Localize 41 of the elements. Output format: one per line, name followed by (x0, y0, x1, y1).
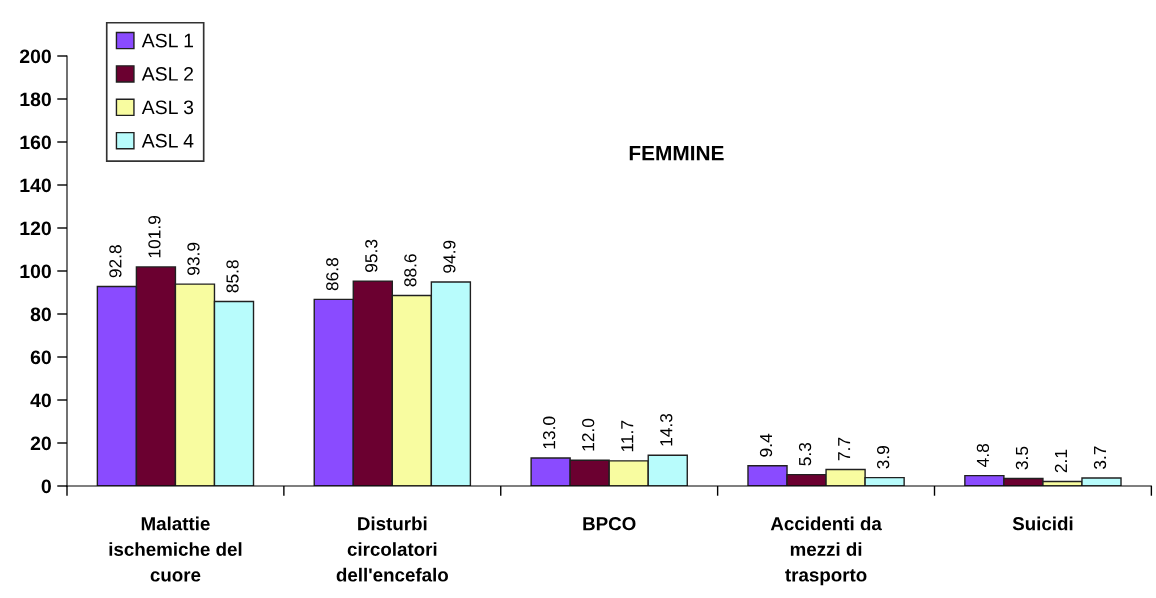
data-label: 3.7 (1093, 446, 1107, 470)
legend-label: ASL 4 (141, 133, 194, 148)
y-tick-label: 0 (41, 479, 51, 494)
data-label: 5.3 (798, 442, 812, 466)
legend-label: ASL 1 (141, 33, 194, 48)
x-tick-label: Disturbi circolatori dell'encefalo (336, 516, 448, 582)
data-label: 2.1 (1054, 449, 1067, 473)
y-tick-label: 180 (20, 92, 51, 107)
y-tick-label: 140 (20, 178, 51, 193)
data-label: 95.3 (365, 239, 378, 272)
data-label: 13.0 (543, 416, 556, 449)
y-tick-label: 60 (30, 350, 51, 365)
data-label: 101.9 (148, 215, 161, 258)
y-tick-label: 160 (20, 135, 51, 150)
x-tick-label: Malattie ischemiche del cuore (109, 516, 242, 582)
data-label: 86.8 (326, 258, 339, 291)
data-label: 93.9 (187, 242, 200, 275)
data-label: 85.8 (226, 260, 239, 293)
y-tick-label: 120 (20, 221, 51, 236)
legend-label: ASL 3 (141, 100, 194, 115)
data-label: 14.3 (660, 413, 673, 446)
y-tick-label: 200 (19, 49, 51, 64)
data-label: 4.8 (976, 443, 990, 467)
x-tick-label: Accidenti da mezzi di trasporto (770, 516, 882, 586)
y-tick-label: 20 (30, 436, 51, 451)
data-label: 7.7 (838, 437, 851, 461)
x-tick-label: Suicidi (1012, 516, 1073, 531)
data-label: 3.5 (1015, 446, 1029, 470)
data-label: 88.6 (404, 254, 417, 287)
legend-label: ASL 2 (141, 67, 193, 81)
data-label: 12.0 (582, 418, 595, 451)
y-tick-label: 100 (20, 264, 51, 279)
data-label: 92.8 (109, 245, 122, 278)
data-label: 11.7 (621, 420, 634, 452)
data-label: 94.9 (443, 240, 456, 273)
y-tick-label: 80 (30, 307, 51, 322)
text: FEMMINE (629, 145, 724, 161)
data-label: 9.4 (759, 433, 773, 457)
x-tick-label: BPCO (583, 517, 636, 531)
data-label: 3.9 (876, 445, 890, 469)
y-tick-label: 40 (30, 393, 51, 408)
